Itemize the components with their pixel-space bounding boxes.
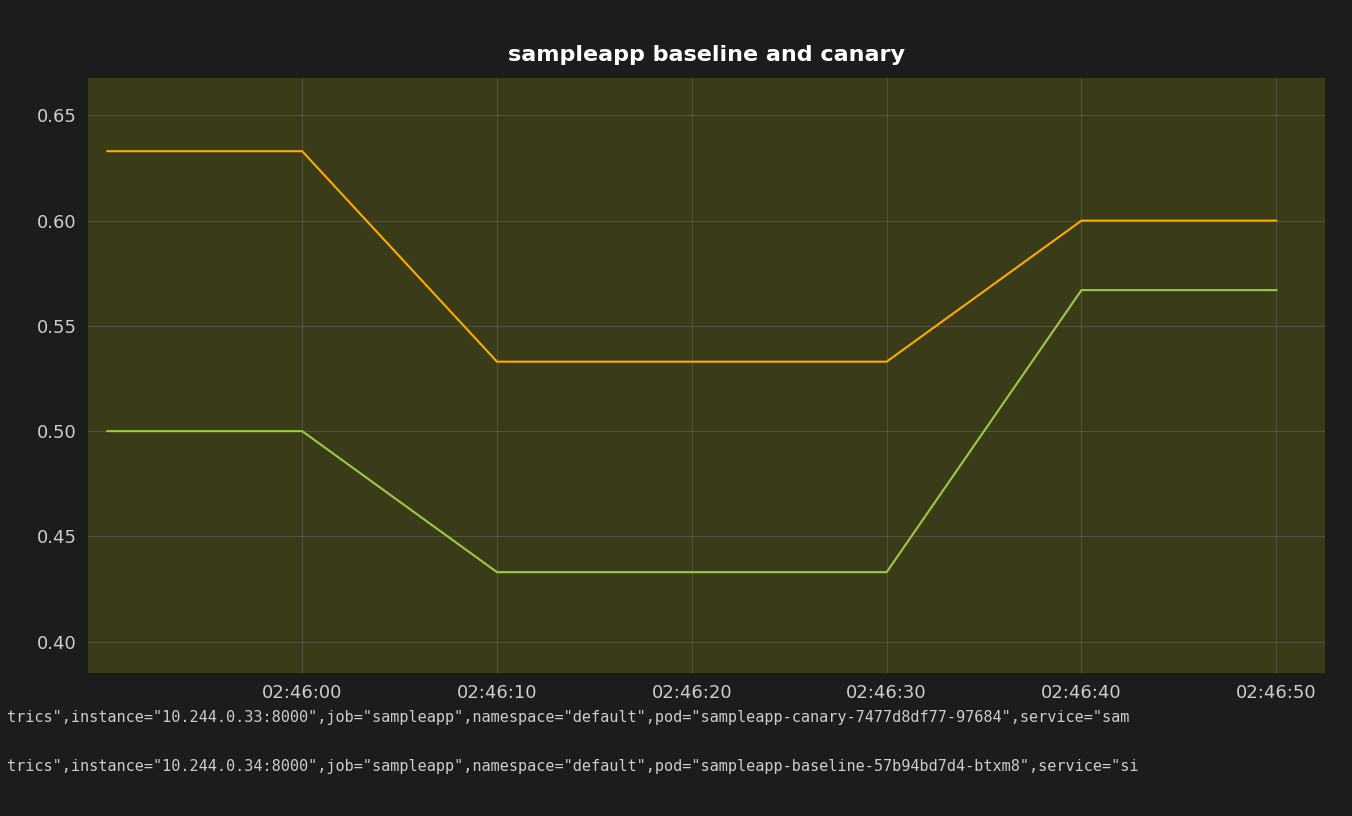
Title: sampleapp baseline and canary: sampleapp baseline and canary [508, 45, 904, 64]
Text: trics",instance="10.244.0.34:8000",job="sampleapp",namespace="default",pod="samp: trics",instance="10.244.0.34:8000",job="… [7, 759, 1138, 774]
Text: trics",instance="10.244.0.33:8000",job="sampleapp",namespace="default",pod="samp: trics",instance="10.244.0.33:8000",job="… [7, 710, 1129, 725]
